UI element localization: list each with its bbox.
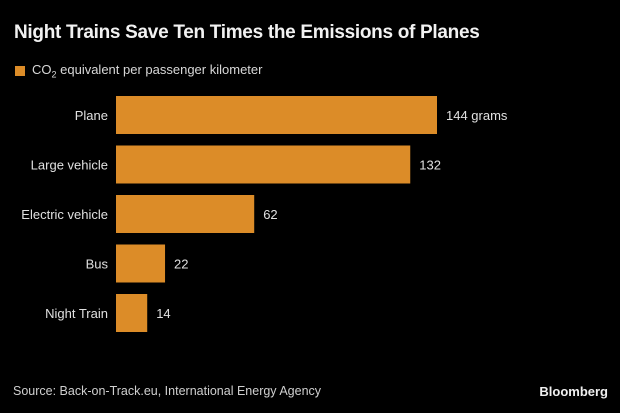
source-note: Source: Back-on-Track.eu, International … [13, 384, 322, 398]
bar-night-train [116, 294, 148, 332]
legend-swatch [15, 65, 25, 76]
legend-label-sub: 2 [51, 69, 57, 80]
bar-plane [116, 96, 437, 134]
category-label-electric-vehicle: Electric vehicle [21, 207, 108, 222]
value-label-plane: 144 grams [446, 108, 508, 123]
category-label-night-train: Night Train [45, 306, 108, 321]
brand-logo: Bloomberg [539, 384, 608, 399]
value-label-bus: 22 [174, 257, 188, 272]
bar-bus [116, 244, 166, 283]
chart-title: Night Trains Save Ten Times the Emission… [14, 22, 480, 43]
value-label-large-vehicle: 132 [419, 158, 441, 173]
legend-label-pre: CO [32, 62, 52, 77]
legend: CO2 equivalent per passenger kilometer [15, 62, 262, 80]
value-label-night-train: 14 [156, 306, 170, 321]
legend-label-post: equivalent per passenger kilometer [56, 62, 263, 77]
category-label-bus: Bus [86, 257, 109, 272]
value-label-electric-vehicle: 62 [263, 207, 277, 222]
bar-electric-vehicle [116, 195, 255, 233]
category-label-large-vehicle: Large vehicle [31, 158, 108, 173]
legend-label: CO2 equivalent per passenger kilometer [32, 62, 262, 80]
bar-large-vehicle [116, 145, 411, 184]
category-label-plane: Plane [75, 108, 108, 123]
